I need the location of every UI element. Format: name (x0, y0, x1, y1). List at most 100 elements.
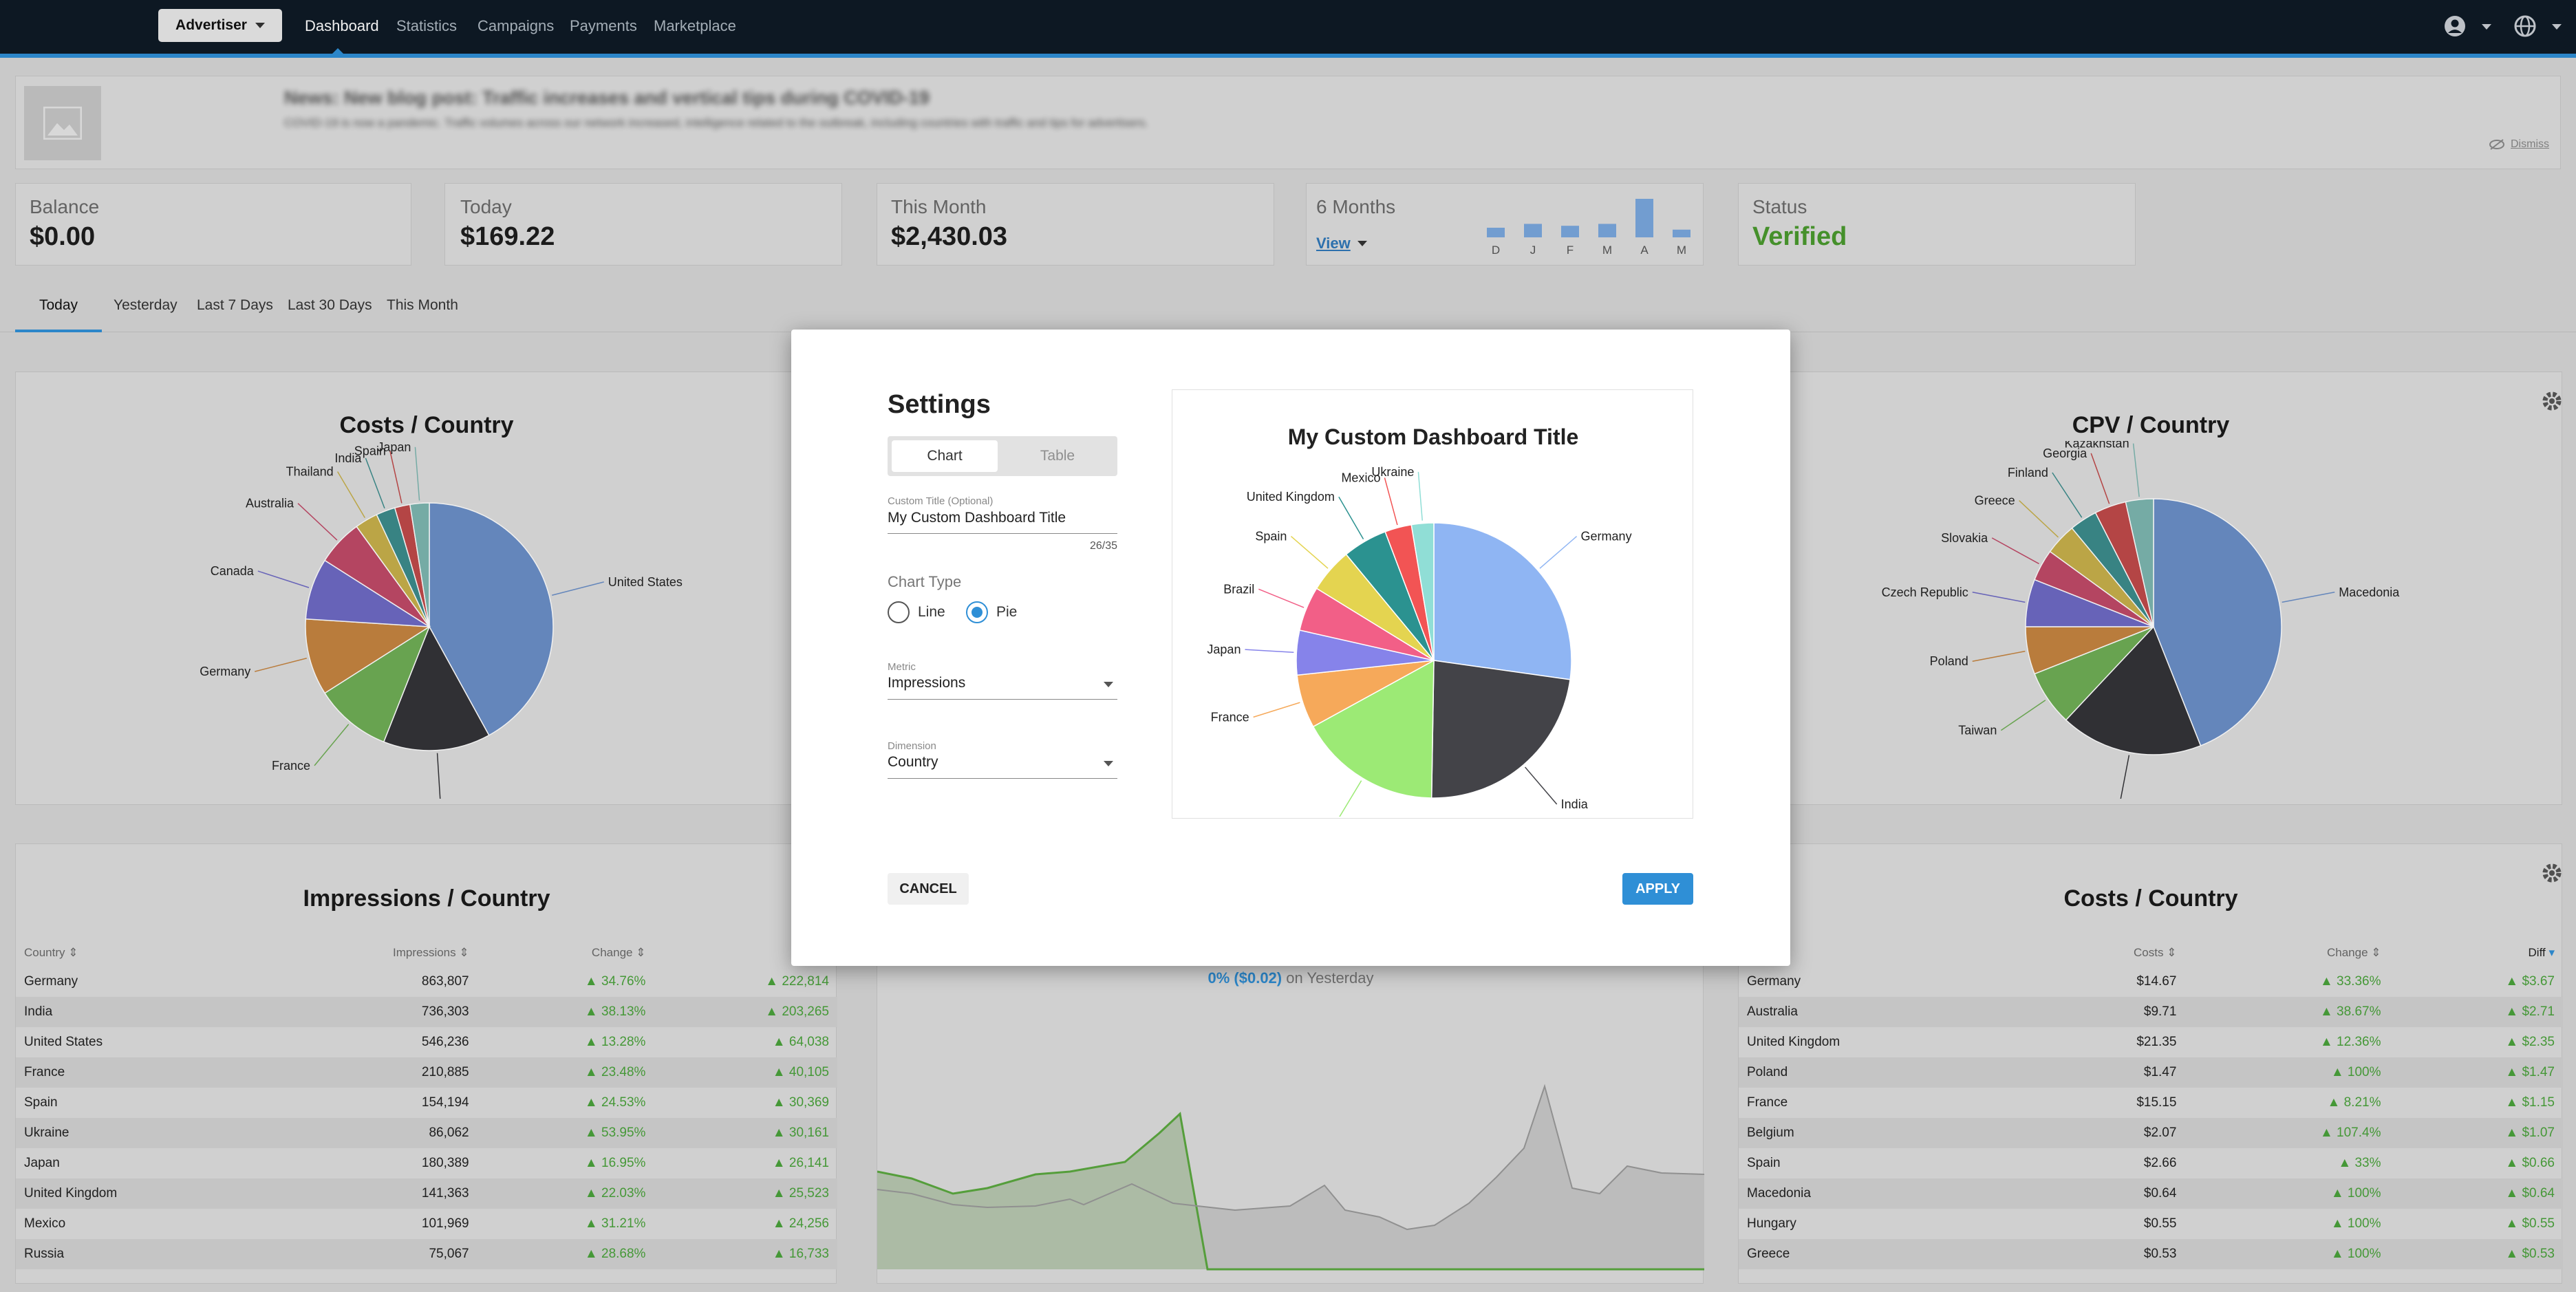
change-cell: ▲ 34.76% (584, 974, 646, 989)
table-row[interactable]: United Kingdom $21.35 ▲ 12.36% ▲ $2.35 (1739, 1027, 2563, 1057)
change-cell: ▲ 8.21% (2327, 1095, 2381, 1110)
toggle-table-option[interactable]: Table (1040, 448, 1075, 464)
apply-button[interactable]: APPLY (1622, 873, 1693, 905)
mini-bar-month-label: M (1677, 244, 1686, 257)
table-row[interactable]: Poland $1.47 ▲ 100% ▲ $1.47 (1739, 1057, 2563, 1088)
gear-icon[interactable] (2538, 387, 2566, 415)
dimension-select[interactable]: Country (888, 754, 1117, 779)
nav-dashboard[interactable]: Dashboard (305, 17, 379, 34)
character-counter: 26/35 (1089, 540, 1117, 552)
table-row[interactable]: United States 546,236 ▲ 13.28% ▲ 64,038 (16, 1027, 837, 1057)
table-row[interactable]: Spain 154,194 ▲ 24.53% ▲ 30,369 (16, 1088, 837, 1118)
table-row[interactable]: Mexico 101,969 ▲ 31.21% ▲ 24,256 (16, 1209, 837, 1239)
radio-line[interactable] (888, 601, 910, 623)
summary-suffix: on Yesterday (1286, 969, 1374, 987)
radio-line-label[interactable]: Line (918, 604, 945, 620)
table-row[interactable]: Hungary $0.55 ▲ 100% ▲ $0.55 (1739, 1209, 2563, 1239)
news-headline[interactable]: News: New blog post: Traffic increases a… (284, 87, 930, 108)
today-card: Today $169.22 (444, 183, 842, 266)
column-header-change[interactable]: Change ⇕ (591, 946, 646, 959)
pie-leader-line (1972, 650, 2026, 662)
pie-slice (2065, 625, 2202, 755)
table-row[interactable]: France 210,885 ▲ 23.48% ▲ 40,105 (16, 1057, 837, 1088)
table-row[interactable]: India 736,303 ▲ 38.13% ▲ 203,265 (16, 997, 837, 1027)
column-header-change[interactable]: Change ⇕ (2326, 946, 2381, 959)
user-menu-chevron-icon[interactable] (2481, 23, 2492, 30)
table-row[interactable]: France $15.15 ▲ 8.21% ▲ $1.15 (1739, 1088, 2563, 1118)
table-row[interactable]: Spain $2.66 ▲ 33% ▲ $0.66 (1739, 1148, 2563, 1178)
table-row[interactable]: Australia $9.71 ▲ 38.67% ▲ $2.71 (1739, 997, 2563, 1027)
country-cell: Russia (16, 1239, 266, 1269)
chart-table-toggle: Chart Table (888, 436, 1117, 476)
mini-bar-month-label: M (1602, 244, 1612, 257)
dismiss-link[interactable]: Dismiss (2489, 138, 2549, 151)
table-row[interactable]: Germany 863,807 ▲ 34.76% ▲ 222,814 (16, 967, 837, 997)
table-row[interactable]: United Kingdom 141,363 ▲ 22.03% ▲ 25,523 (16, 1178, 837, 1209)
column-header-costs[interactable]: Costs ⇕ (2134, 946, 2177, 959)
cancel-button[interactable]: CANCEL (888, 873, 969, 905)
nav-marketplace[interactable]: Marketplace (654, 17, 736, 34)
pie-slice (1433, 522, 1572, 680)
toggle-chart-option[interactable]: Chart (892, 440, 998, 472)
pie-slice-label: India (334, 451, 362, 465)
table-row[interactable]: Ukraine 86,062 ▲ 53.95% ▲ 30,161 (16, 1118, 837, 1148)
costs-country-pie-chart: United StatesUnited KingdomFranceGermany… (200, 441, 683, 799)
change-cell: ▲ 38.13% (477, 997, 654, 1027)
account-type-dropdown[interactable]: Advertiser (158, 9, 282, 42)
table-row[interactable]: Russia 75,067 ▲ 28.68% ▲ 16,733 (16, 1239, 837, 1269)
news-summary: COVID-19 is now a pandemic. Traffic volu… (284, 116, 1149, 129)
table-row[interactable]: Belgium $2.07 ▲ 107.4% ▲ $1.07 (1739, 1118, 2563, 1148)
value-cell: 736,303 (266, 997, 477, 1027)
chevron-down-icon (1104, 761, 1113, 766)
value-cell: $2.66 (2143, 1156, 2177, 1170)
nav-campaigns[interactable]: Campaigns (477, 17, 555, 34)
column-header-country[interactable]: Country ⇕ (24, 946, 78, 959)
pie-slice (2153, 498, 2282, 746)
table-row[interactable]: Greece $0.53 ▲ 100% ▲ $0.53 (1739, 1239, 2563, 1269)
pie-leader-line (1972, 592, 2026, 603)
country-cell: United Kingdom (1747, 1035, 1840, 1049)
language-menu-chevron-icon[interactable] (2551, 23, 2562, 30)
radio-pie[interactable] (966, 601, 988, 623)
globe-icon[interactable] (2513, 14, 2537, 39)
column-header-impressions[interactable]: Impressions ⇕ (393, 946, 469, 959)
tab-last-7-days[interactable]: Last 7 Days (197, 297, 273, 313)
pie-slice (1430, 660, 1571, 799)
pie-slice (383, 625, 490, 751)
change-cell: ▲ 31.21% (584, 1216, 646, 1231)
nav-payments[interactable]: Payments (570, 17, 637, 34)
preview-pie-chart: Germany India United States France Japan Braz… (1207, 465, 1632, 817)
table-row[interactable]: Japan 180,389 ▲ 16.95% ▲ 26,141 (16, 1148, 837, 1178)
six-months-label: 6 Months (1316, 196, 1396, 217)
gear-icon[interactable] (2538, 859, 2566, 887)
six-months-view-dropdown[interactable]: View (1316, 235, 1367, 252)
metric-select[interactable]: Impressions (888, 675, 1117, 700)
tab-this-month[interactable]: This Month (387, 297, 458, 313)
value-cell: $0.53 (2028, 1239, 2185, 1269)
mini-bar (1487, 228, 1505, 237)
table-row[interactable]: Germany $14.67 ▲ 33.36% ▲ $3.67 (1739, 967, 2563, 997)
country-cell: United States (24, 1035, 103, 1049)
value-cell: $14.67 (2136, 974, 2177, 989)
table-row[interactable]: Macedonia $0.64 ▲ 100% ▲ $0.64 (1739, 1178, 2563, 1209)
custom-title-input[interactable]: My Custom Dashboard Title (888, 510, 1066, 526)
diff-cell: ▲ $0.53 (2389, 1239, 2563, 1269)
value-cell: 210,885 (266, 1057, 477, 1088)
tab-yesterday[interactable]: Yesterday (114, 297, 178, 313)
value-cell: $0.64 (2028, 1178, 2185, 1209)
chart-preview: My Custom Dashboard Title Germany India Un… (1172, 389, 1693, 819)
nav-statistics[interactable]: Statistics (396, 17, 458, 34)
value-cell: 101,969 (421, 1216, 469, 1231)
user-circle-icon[interactable] (2443, 14, 2467, 39)
pie-leader-line (1290, 536, 1329, 569)
diff-cell: ▲ 26,141 (772, 1156, 829, 1170)
change-cell: ▲ 22.03% (477, 1178, 654, 1209)
tab-today[interactable]: Today (39, 297, 78, 313)
tab-last-30-days[interactable]: Last 30 Days (288, 297, 372, 313)
custom-title-underline (888, 533, 1117, 534)
metric-value: Impressions (888, 675, 966, 691)
pie-leader-line (552, 581, 604, 596)
radio-pie-label[interactable]: Pie (996, 604, 1018, 620)
column-header-diff[interactable]: Diff ▾ (2528, 946, 2555, 959)
line-area-chart (877, 1084, 1704, 1271)
